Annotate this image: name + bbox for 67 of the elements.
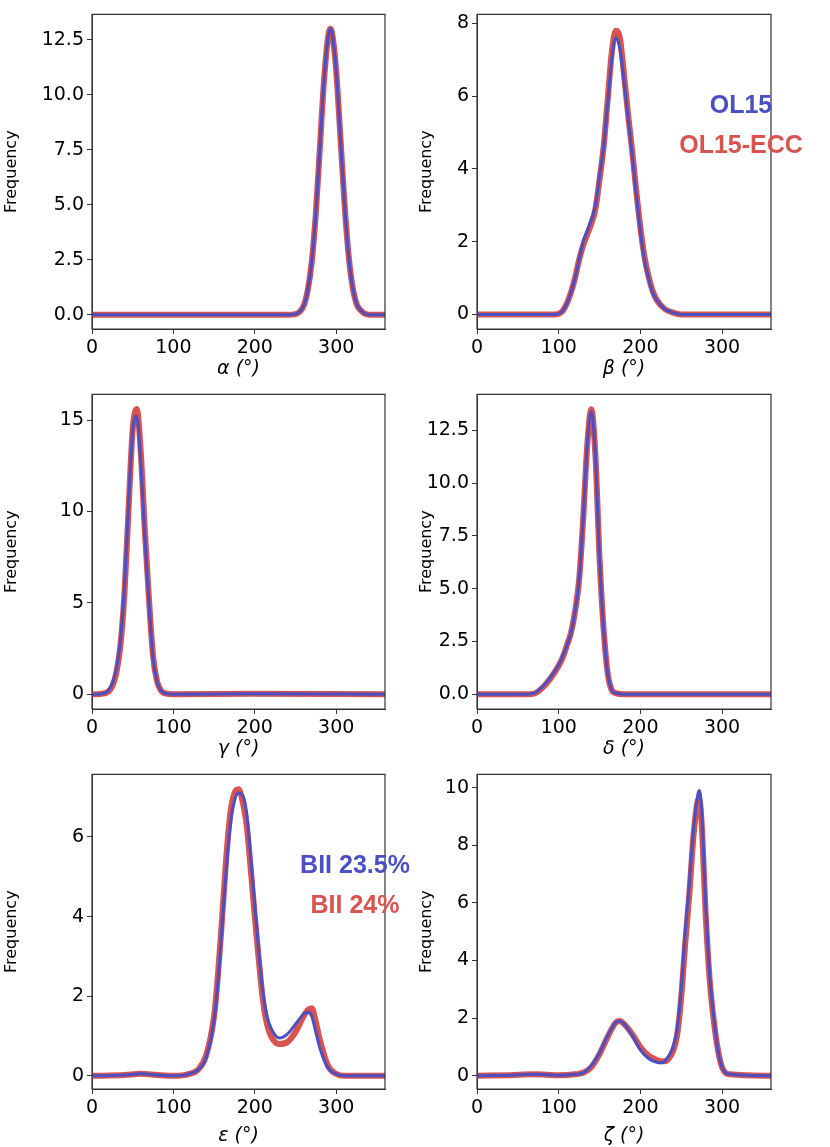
- y-tick-label: 0: [456, 1062, 469, 1085]
- x-tick-label: 0: [470, 335, 484, 358]
- y-tick-label: 6: [71, 823, 84, 846]
- x-tick-label: 100: [540, 335, 577, 358]
- y-tick-label: 15: [59, 406, 84, 429]
- x-tick-label: 0: [470, 715, 484, 738]
- x-tick-label: 300: [318, 715, 355, 738]
- x-tick-label: 300: [703, 1095, 741, 1118]
- y-tick-label: 5.0: [438, 575, 469, 598]
- x-tick-label: 100: [155, 335, 192, 358]
- y-tick-label: 10.0: [41, 81, 84, 104]
- x-tick-label: 0: [85, 335, 99, 358]
- y-tick-label: 10: [59, 498, 84, 521]
- x-tick-label: 200: [236, 335, 273, 358]
- x-tick-label: 200: [236, 1095, 273, 1118]
- y-tick-label: 0.0: [438, 681, 469, 704]
- x-tick-label: 100: [540, 1095, 577, 1118]
- y-tick-label: 5.0: [53, 191, 84, 214]
- x-tick-label: 300: [318, 1095, 355, 1118]
- y-tick-label: 2: [456, 1005, 469, 1028]
- x-axis-title: δ (°): [603, 735, 645, 758]
- y-tick-label: 10.0: [426, 470, 469, 493]
- x-axis-title: ε (°): [218, 1122, 259, 1145]
- x-tick-label: 200: [622, 715, 659, 738]
- y-tick-label: 0: [456, 301, 469, 324]
- y-tick-label: 7.5: [53, 136, 84, 159]
- y-tick-label: 8: [456, 10, 469, 33]
- y-axis-title: Frequency: [415, 510, 435, 594]
- x-tick-label: 0: [85, 1095, 99, 1118]
- y-tick-label: 4: [71, 903, 84, 926]
- x-axis-title: β (°): [601, 355, 646, 378]
- x-tick-label: 0: [85, 715, 99, 738]
- y-tick-label: 10: [444, 774, 469, 797]
- y-axis-title: Frequency: [415, 890, 435, 974]
- y-tick-label: 0: [71, 681, 84, 704]
- x-tick-label: 300: [703, 335, 741, 358]
- y-axis-title: Frequency: [0, 890, 20, 974]
- y-tick-label: 7.5: [438, 522, 469, 545]
- x-tick-label: 100: [155, 1095, 192, 1118]
- x-tick-label: 200: [622, 335, 659, 358]
- x-tick-label: 200: [622, 1095, 659, 1118]
- x-tick-label: 100: [155, 715, 192, 738]
- y-tick-label: 6: [456, 889, 469, 912]
- x-axis-title: ζ (°): [602, 1122, 645, 1145]
- y-tick-label: 2.5: [438, 628, 469, 651]
- y-tick-label: 4: [456, 155, 469, 178]
- y-tick-label: 5: [71, 589, 84, 612]
- x-axis-title: α (°): [217, 355, 260, 378]
- y-tick-label: 12.5: [41, 26, 84, 49]
- y-axis-title: Frequency: [0, 130, 20, 214]
- y-tick-label: 4: [456, 947, 469, 970]
- x-axis-title: γ (°): [217, 735, 260, 758]
- x-tick-label: 200: [236, 715, 273, 738]
- y-tick-label: 2.5: [53, 246, 84, 269]
- y-axis-title: Frequency: [0, 510, 20, 594]
- x-tick-label: 0: [470, 1095, 484, 1118]
- y-tick-label: 0.0: [53, 301, 84, 324]
- y-tick-label: 2: [71, 983, 84, 1006]
- x-tick-label: 100: [540, 715, 577, 738]
- y-tick-label: 6: [456, 83, 469, 106]
- x-tick-label: 300: [318, 335, 355, 358]
- y-axis-title: Frequency: [415, 130, 435, 214]
- y-tick-label: 0: [71, 1062, 84, 1085]
- y-tick-label: 2: [456, 228, 469, 251]
- y-tick-label: 12.5: [426, 417, 469, 440]
- y-tick-label: 8: [456, 832, 469, 855]
- x-tick-label: 300: [703, 715, 741, 738]
